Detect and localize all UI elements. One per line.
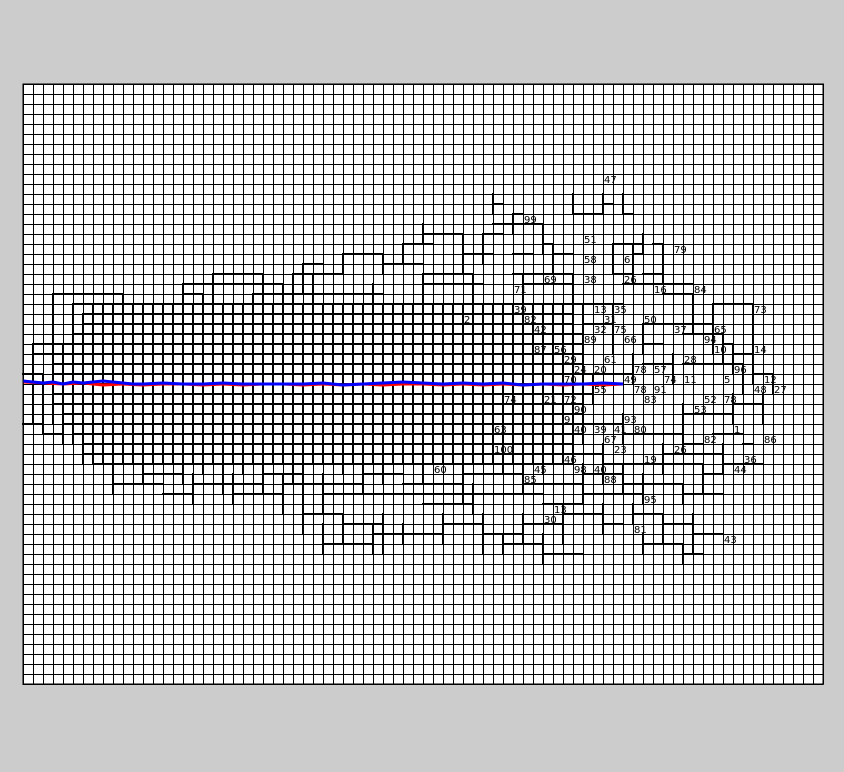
- node-label: 75: [614, 325, 627, 336]
- maze-border: [22, 83, 824, 685]
- node-label: 85: [524, 475, 537, 486]
- node-label: 44: [734, 465, 747, 476]
- node-label: 63: [494, 425, 507, 436]
- node-label: 65: [714, 325, 727, 336]
- node-label: 40: [574, 425, 587, 436]
- node-label: 36: [744, 455, 757, 466]
- node-label: 37: [674, 325, 687, 336]
- node-label: 57: [654, 365, 667, 376]
- node-label: 32: [594, 325, 607, 336]
- node-label: 49: [624, 375, 637, 386]
- node-label: 30: [544, 515, 557, 526]
- node-label: 69: [544, 275, 557, 286]
- maze-walls: [22, 193, 774, 565]
- node-label: 19: [644, 455, 657, 466]
- node-label: 43: [724, 535, 737, 546]
- node-label: 56: [554, 345, 567, 356]
- node-label: 28: [684, 355, 697, 366]
- node-label: 52: [704, 395, 717, 406]
- node-label: 6: [624, 255, 630, 266]
- node-label: 46: [564, 455, 577, 466]
- node-label: 35: [614, 305, 627, 316]
- node-label: 91: [654, 385, 667, 396]
- node-label: 90: [574, 405, 587, 416]
- node-label: 87: [534, 345, 547, 356]
- node-label: 26: [624, 275, 637, 286]
- node-label: 51: [584, 235, 597, 246]
- node-label: 99: [524, 215, 537, 226]
- node-label: 10: [714, 345, 727, 356]
- node-label: 84: [694, 285, 707, 296]
- blue-path: [22, 379, 624, 387]
- node-label: 20: [594, 365, 607, 376]
- node-label: 13: [554, 505, 567, 516]
- node-label: 42: [534, 325, 547, 336]
- node-label: 71: [514, 285, 527, 296]
- node-label: 93: [624, 415, 637, 426]
- node-label: 9: [564, 415, 570, 426]
- node-label: 88: [604, 475, 617, 486]
- node-label: 16: [654, 285, 667, 296]
- node-label: 31: [604, 315, 617, 326]
- node-label: 86: [764, 435, 777, 446]
- node-label: 24: [574, 365, 587, 376]
- node-label: 55: [594, 385, 607, 396]
- node-label: 41: [614, 425, 627, 436]
- node-label: 95: [644, 495, 657, 506]
- node-label: 74: [664, 375, 677, 386]
- node-label: 82: [524, 315, 537, 326]
- node-label: 78: [634, 385, 647, 396]
- node-label: 23: [614, 445, 627, 456]
- node-label: 47: [604, 175, 617, 186]
- node-label: 73: [754, 305, 767, 316]
- node-label: 2: [464, 315, 470, 326]
- node-label: 100: [494, 445, 513, 456]
- node-label: 81: [634, 525, 647, 536]
- node-label: 61: [604, 355, 617, 366]
- node-label: 27: [774, 385, 787, 396]
- node-label: 12: [764, 375, 777, 386]
- node-label: 26: [674, 445, 687, 456]
- node-label: 60: [434, 465, 447, 476]
- node-label: 67: [604, 435, 617, 446]
- node-label: 66: [624, 335, 637, 346]
- node-label: 21: [544, 395, 557, 406]
- node-label: 38: [584, 275, 597, 286]
- node-label: 39: [594, 425, 607, 436]
- node-label: 50: [644, 315, 657, 326]
- node-label: 45: [534, 465, 547, 476]
- node-label: 96: [734, 365, 747, 376]
- node-label: 48: [754, 385, 767, 396]
- node-label: 1: [734, 425, 740, 436]
- node-label: 78: [634, 365, 647, 376]
- node-label: 13: [594, 305, 607, 316]
- node-label: 5: [724, 375, 730, 386]
- node-label: 74: [504, 395, 517, 406]
- node-label: 94: [704, 335, 717, 346]
- node-label: 70: [564, 375, 577, 386]
- node-label: 72: [564, 395, 577, 406]
- node-label: 78: [724, 395, 737, 406]
- node-label: 98: [574, 465, 587, 476]
- node-label: 40: [594, 465, 607, 476]
- node-label: 80: [634, 425, 647, 436]
- node-label: 29: [564, 355, 577, 366]
- node-label: 83: [644, 395, 657, 406]
- node-label: 11: [684, 375, 697, 386]
- node-label: 79: [674, 245, 687, 256]
- node-label: 82: [704, 435, 717, 446]
- node-label: 39: [514, 305, 527, 316]
- solution-paths: [22, 379, 624, 387]
- node-label: 89: [584, 335, 597, 346]
- node-label: 14: [754, 345, 767, 356]
- node-label: 53: [694, 405, 707, 416]
- node-label: 58: [584, 255, 597, 266]
